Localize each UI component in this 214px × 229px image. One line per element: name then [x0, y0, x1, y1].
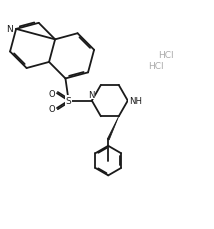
Text: O: O: [49, 104, 55, 113]
Text: N: N: [88, 90, 94, 99]
Text: NH: NH: [129, 97, 142, 106]
Text: HCl: HCl: [148, 62, 163, 71]
Text: N: N: [6, 25, 13, 34]
Text: O: O: [49, 89, 55, 98]
Text: S: S: [66, 97, 71, 106]
Text: HCl: HCl: [158, 51, 174, 60]
Polygon shape: [107, 117, 119, 140]
